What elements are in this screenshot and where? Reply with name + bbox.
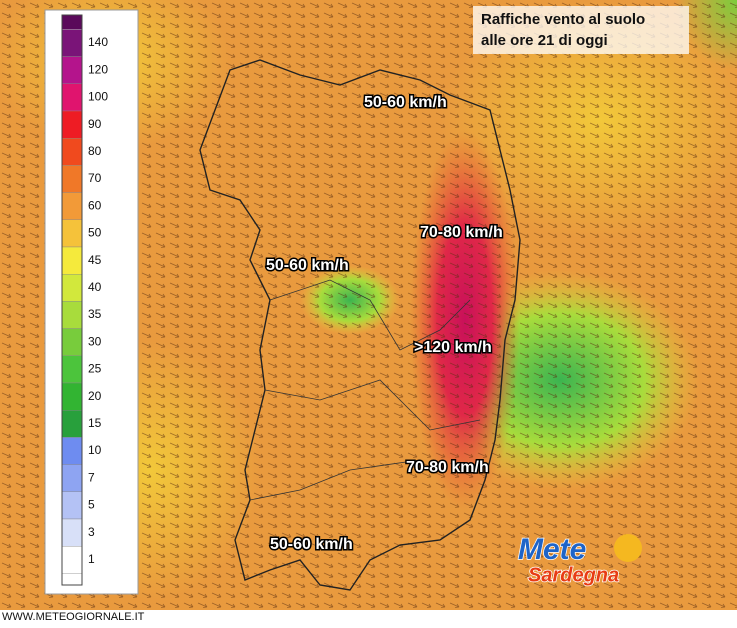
region-label: 70-80 km/h [406, 459, 489, 476]
legend-swatch [61, 382, 83, 411]
legend-swatch [61, 137, 83, 166]
region-label: 70-80 km/h [420, 224, 503, 241]
legend-label: 40 [88, 280, 102, 294]
logo: Mete Sardegna [517, 532, 642, 587]
legend-swatch [61, 328, 83, 357]
legend-label: 35 [88, 307, 102, 321]
legend-swatch [61, 355, 83, 384]
legend-label: 30 [88, 334, 102, 348]
title-line: alle ore 21 di oggi [481, 32, 608, 49]
legend-label: 5 [88, 498, 95, 512]
legend-swatch [61, 56, 83, 84]
logo-sun [614, 534, 642, 562]
legend-label: 60 [88, 198, 102, 212]
legend-label: 140 [88, 35, 108, 49]
logo-text: Sardegna [528, 564, 619, 586]
legend-label: 90 [88, 117, 102, 131]
region-label: 50-60 km/h [270, 536, 353, 553]
legend-swatch [61, 192, 83, 221]
legend-label: 100 [88, 90, 108, 104]
legend-label: 80 [88, 144, 102, 158]
region-label: >120 km/h [414, 339, 492, 356]
legend-swatch [61, 410, 83, 438]
legend-swatch [61, 246, 83, 275]
legend-top-swatch [62, 15, 82, 29]
province-borders [249, 279, 481, 501]
legend-swatch [61, 518, 83, 547]
legend-label: 1 [88, 552, 95, 566]
logo-text: Mete [518, 533, 586, 566]
legend-swatch [61, 437, 83, 465]
legend-swatch [61, 110, 83, 139]
legend-label: 7 [88, 470, 95, 484]
legend-swatch [61, 491, 83, 520]
legend-frame [61, 14, 83, 586]
legend-swatch [61, 546, 83, 574]
legend-swatch [61, 274, 83, 302]
legend-swatch [61, 165, 83, 193]
watermark: WWW.METEOGIORNALE.IT [2, 611, 145, 623]
legend-label: 3 [88, 525, 95, 539]
legend-label: 45 [88, 253, 102, 267]
legend-swatch [61, 219, 83, 248]
legend-swatch [61, 464, 83, 493]
legend-label: 20 [88, 389, 102, 403]
legend-label: 120 [88, 62, 108, 76]
title-line: Raffiche vento al suolo [481, 11, 645, 28]
legend-label: 10 [88, 443, 102, 457]
coastline [199, 59, 521, 591]
region-label: 50-60 km/h [266, 257, 349, 274]
legend-swatch [61, 301, 83, 329]
region-label: 50-60 km/h [364, 94, 447, 111]
legend-label: 15 [88, 416, 102, 430]
footer [0, 610, 737, 623]
legend-label: 50 [88, 226, 102, 240]
legend-swatch [61, 29, 83, 57]
legend-label: 25 [88, 362, 102, 376]
title-box [473, 6, 689, 54]
legend-label: 70 [88, 171, 102, 185]
legend-swatch [61, 83, 83, 112]
legend-panel [44, 9, 139, 595]
